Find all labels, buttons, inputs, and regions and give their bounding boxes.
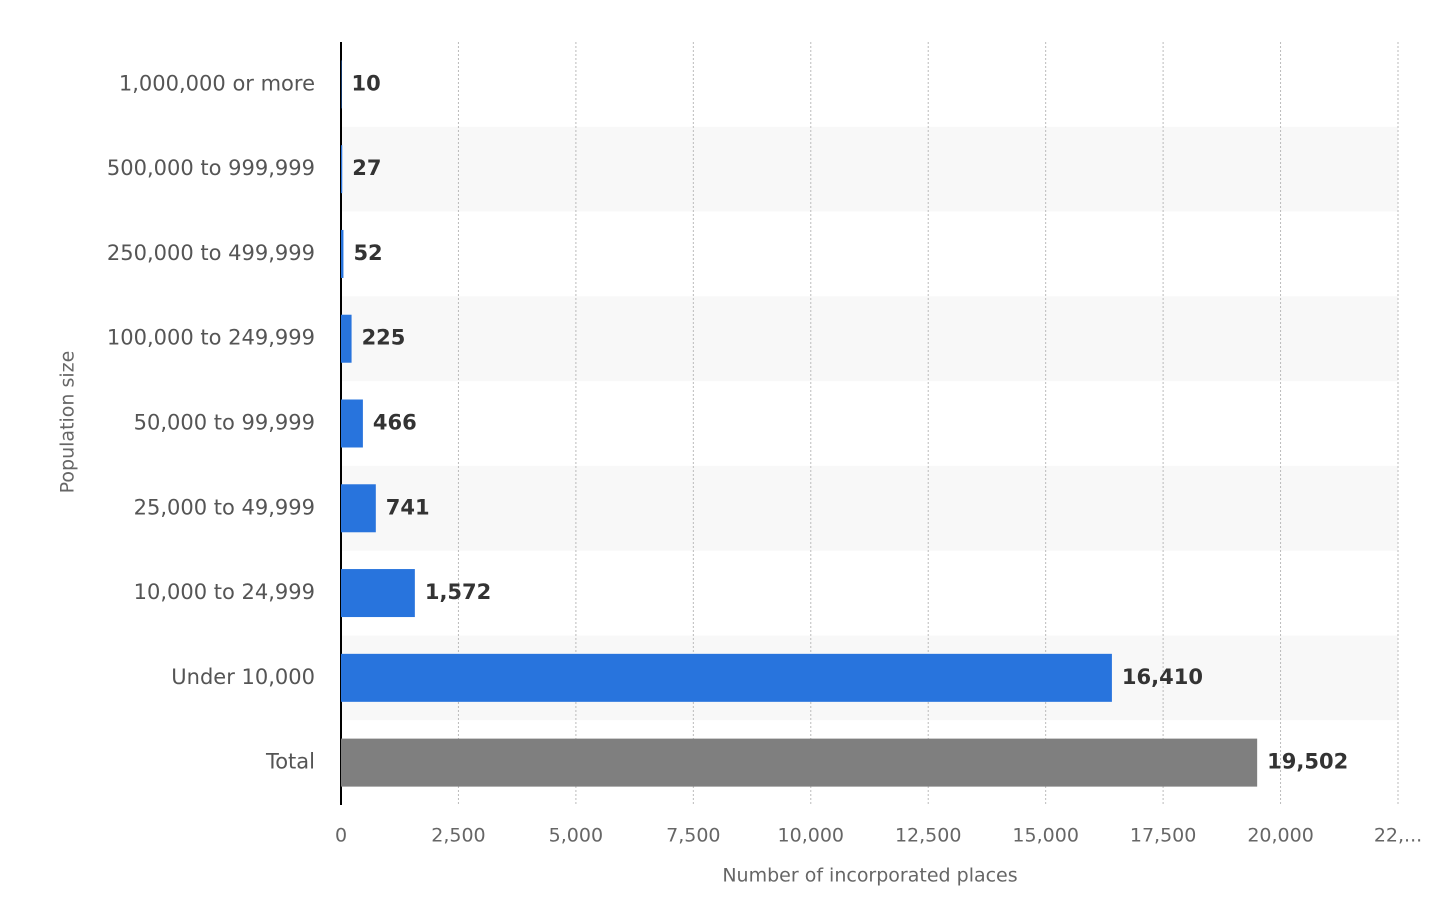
y-tick-label: 1,000,000 or more: [119, 71, 315, 95]
row-band: [341, 126, 1398, 212]
bar: [341, 314, 352, 363]
x-tick-label: 2,500: [431, 825, 485, 847]
x-tick-label: 10,000: [778, 825, 844, 847]
data-label: 52: [353, 241, 382, 265]
y-axis-title: Population size: [57, 351, 79, 494]
x-tick-label: 20,000: [1247, 825, 1313, 847]
data-label: 27: [352, 156, 381, 180]
bar: [341, 569, 415, 618]
x-tick-label: 5,000: [549, 825, 603, 847]
y-tick-label: 250,000 to 499,999: [107, 241, 315, 265]
data-label: 741: [386, 495, 430, 519]
y-tick-label: Under 10,000: [171, 665, 315, 689]
y-tick-label: 25,000 to 49,999: [134, 495, 315, 519]
y-tick-label: 10,000 to 24,999: [134, 580, 315, 604]
x-axis-title: Number of incorporated places: [722, 865, 1017, 887]
y-tick-label: 50,000 to 99,999: [134, 411, 315, 435]
data-label: 466: [373, 411, 417, 435]
data-label: 19,502: [1267, 750, 1348, 774]
x-tick-label: 15,000: [1012, 825, 1078, 847]
bar: [341, 145, 343, 194]
y-tick-label: 100,000 to 249,999: [107, 326, 315, 350]
x-tick-label: 0: [335, 825, 347, 847]
x-tick-label: 7,500: [666, 825, 720, 847]
bar: [341, 484, 376, 533]
y-tick-label: 500,000 to 999,999: [107, 156, 315, 180]
bar: [341, 738, 1258, 787]
bar: [341, 653, 1112, 702]
data-label: 225: [362, 326, 406, 350]
y-tick-label: Total: [265, 750, 315, 774]
row-band: [341, 465, 1398, 551]
data-label: 10: [351, 71, 380, 95]
data-label: 16,410: [1122, 665, 1203, 689]
x-tick-label: 22,...: [1374, 825, 1422, 847]
row-band: [341, 296, 1398, 382]
x-tick-label: 12,500: [895, 825, 961, 847]
x-tick-label: 17,500: [1130, 825, 1196, 847]
data-label: 1,572: [425, 580, 491, 604]
bar: [341, 399, 363, 448]
bar: [341, 229, 344, 278]
